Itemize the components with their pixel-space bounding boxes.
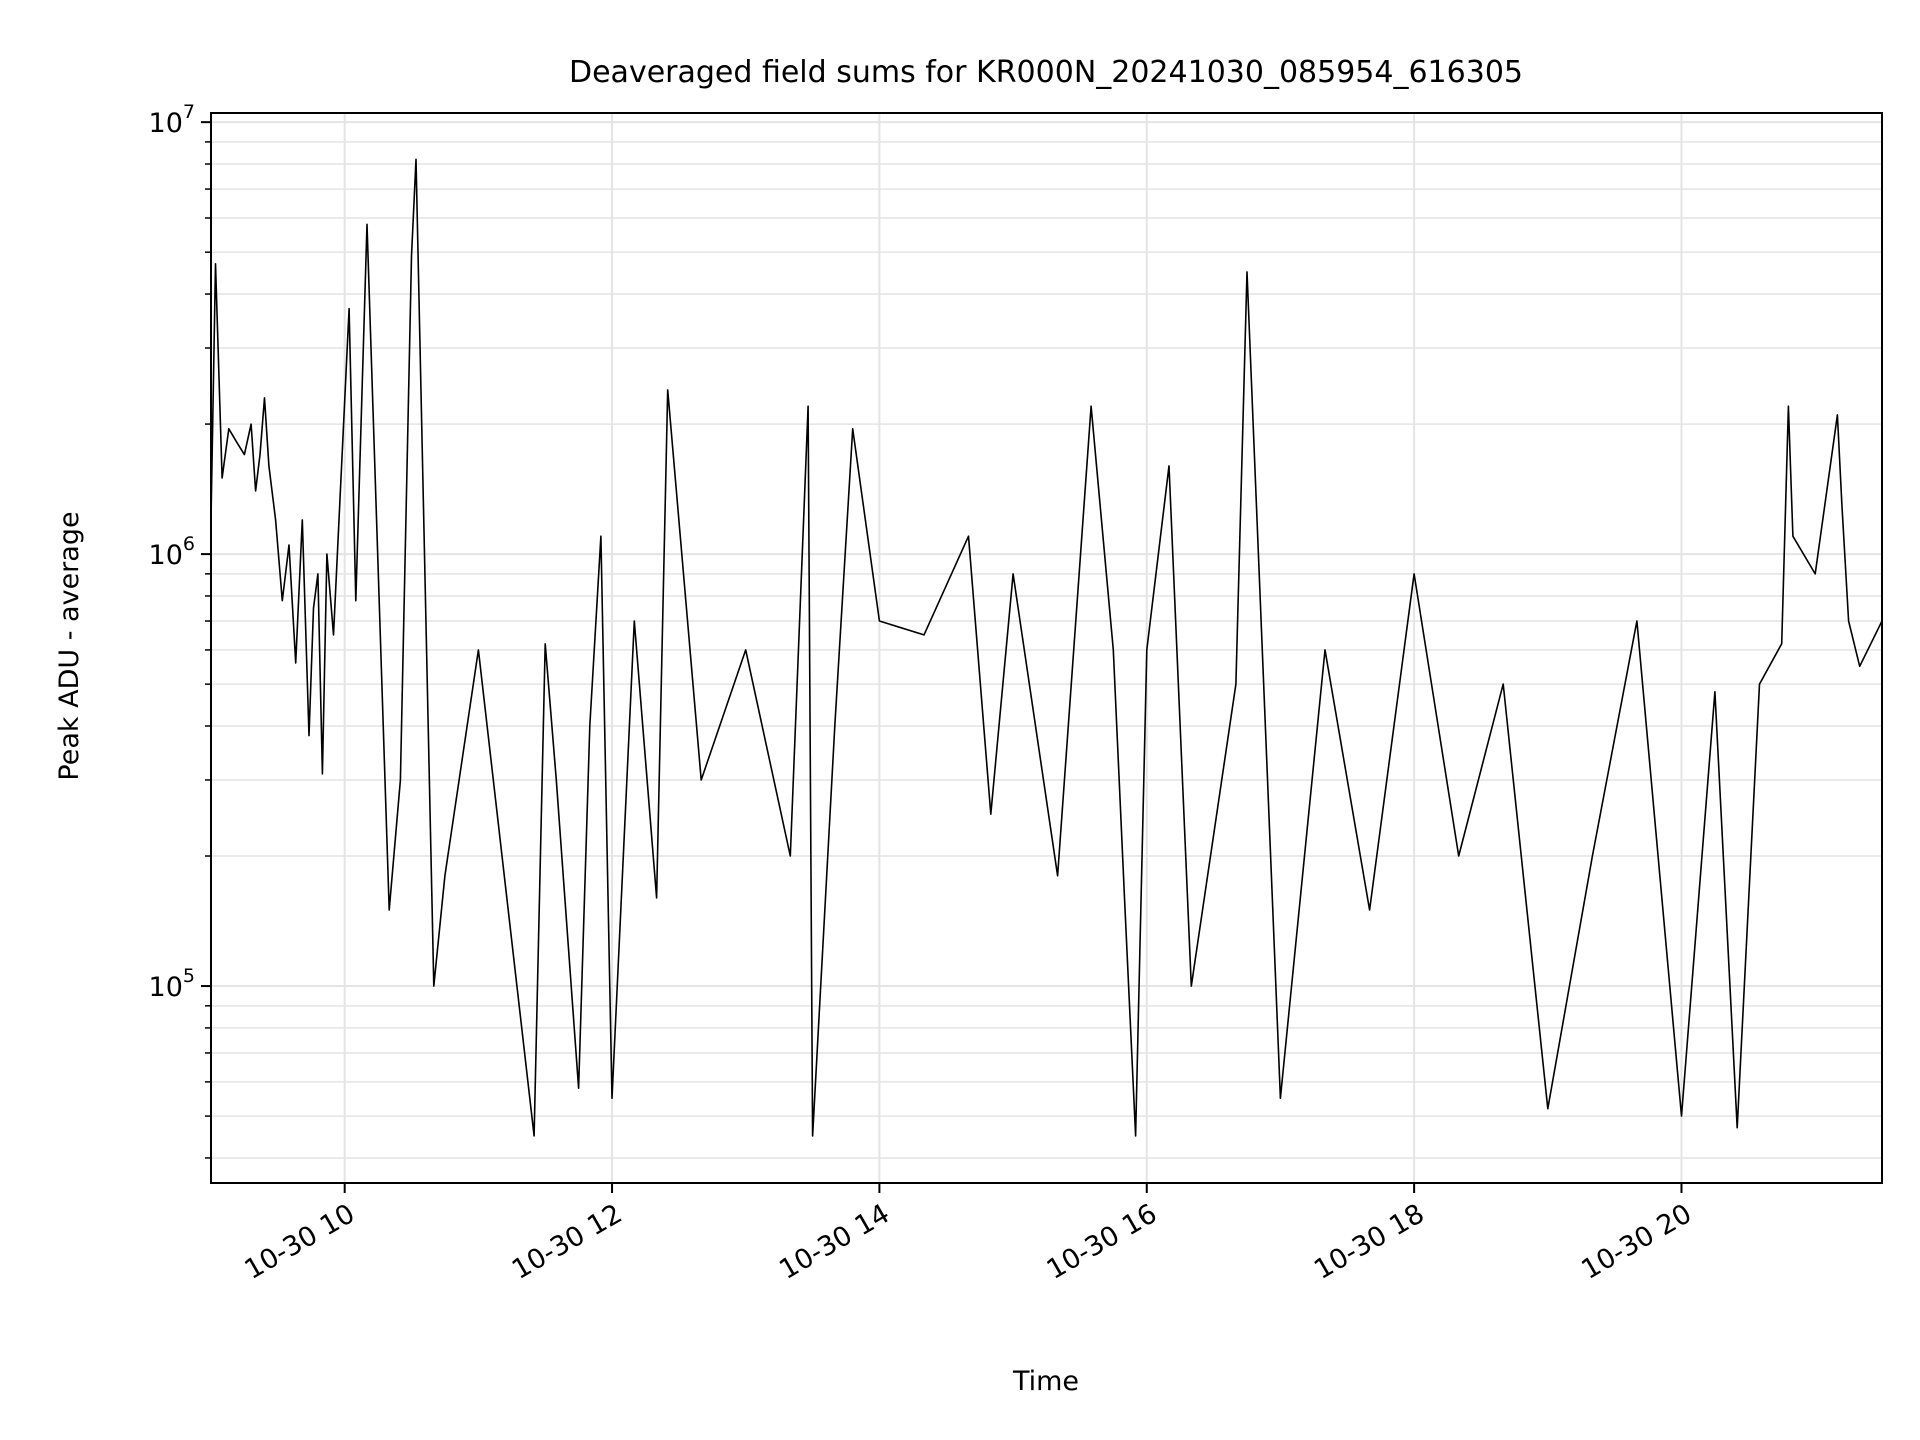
chart-title: Deaveraged field sums for KR000N_2024103… <box>569 55 1523 90</box>
x-axis-label: Time <box>1012 1366 1079 1397</box>
y-tick-label: 105 <box>149 965 195 1003</box>
plot-series <box>210 158 1883 1137</box>
y-axis-label: Peak ADU - average <box>54 511 85 780</box>
major-gridlines <box>211 113 1882 1183</box>
series-line <box>210 158 1883 1137</box>
y-tick-label: 107 <box>149 101 195 139</box>
y-tick-label: 106 <box>149 533 195 571</box>
y-axis-ticks: 105 106 107 <box>149 101 211 1159</box>
minor-gridlines <box>211 141 1882 1159</box>
plot-frame <box>210 112 1883 1184</box>
